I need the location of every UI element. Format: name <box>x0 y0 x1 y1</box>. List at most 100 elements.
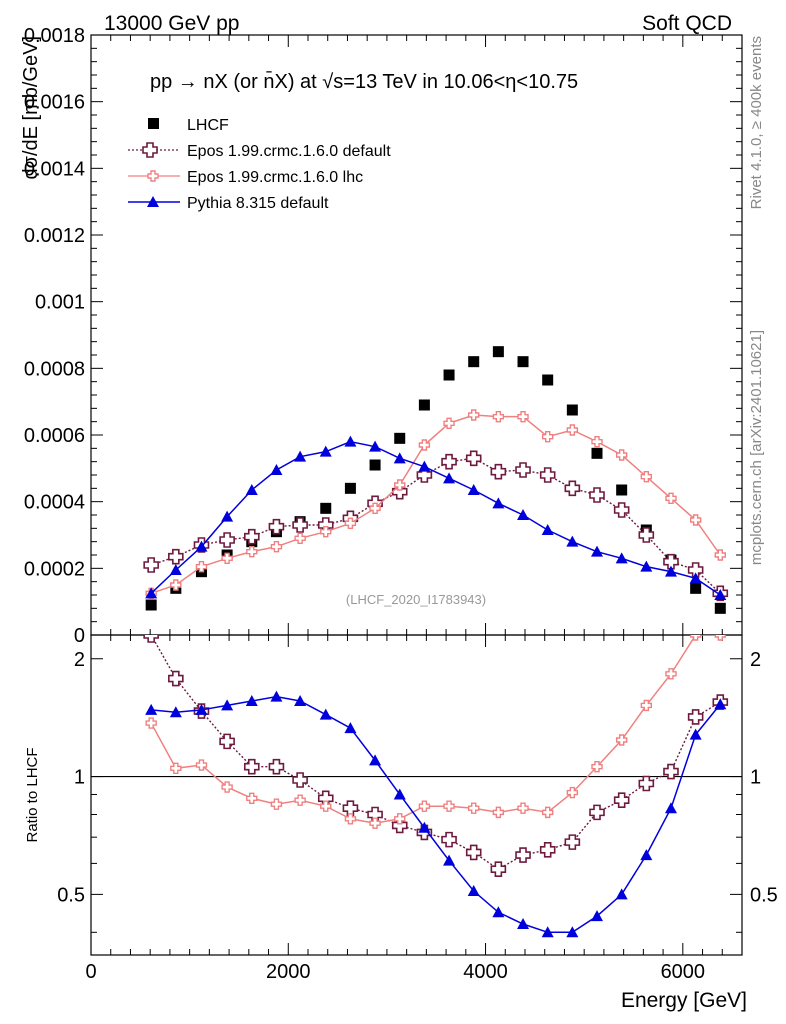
data-point-pythia <box>418 460 431 472</box>
y-tick-label: 0.0012 <box>24 225 85 247</box>
data-point-epos-lhc <box>468 409 480 421</box>
data-point-epos-default <box>613 502 630 518</box>
x-tick-label: 4000 <box>463 961 508 983</box>
y-tick-label: 0.0008 <box>24 358 85 380</box>
ratio-point-epos-lhc <box>369 817 381 829</box>
category-label: Soft QCD <box>642 12 732 35</box>
data-point-epos-default <box>663 553 679 570</box>
data-point-epos-lhc <box>714 549 726 561</box>
ratio-point-epos-lhc <box>344 813 357 825</box>
data-point-lhcf <box>468 356 480 368</box>
data-point-epos-lhc <box>344 517 357 530</box>
data-point-pythia <box>221 510 234 522</box>
data-point-epos-lhc <box>369 502 381 515</box>
ratio-point-epos-lhc <box>640 699 653 712</box>
data-point-epos-lhc <box>195 560 208 573</box>
data-point-lhcf <box>394 432 406 444</box>
ratio-point-epos-lhc <box>246 792 258 804</box>
data-point-epos-default <box>687 562 704 578</box>
ratio-point-epos-lhc <box>170 762 182 774</box>
ratio-point-epos-lhc <box>294 794 306 806</box>
data-point-epos-lhc <box>294 532 306 545</box>
data-point-epos-lhc <box>566 424 579 436</box>
y-tick-label: 0 <box>74 625 85 647</box>
legend-label-epos-lhc: Epos 1.99.crmc.1.6.0 lhc <box>187 169 363 186</box>
data-point-epos-lhc <box>270 540 283 553</box>
ratio-tick-labels: 0.5 0.5 1 1 2 2 <box>57 649 778 907</box>
ratio-point-pythia <box>492 906 505 918</box>
ratio-point-pythia <box>591 910 604 922</box>
data-point-epos-default <box>490 463 507 480</box>
ratio-point-pythia <box>294 694 307 706</box>
data-point-pythia <box>591 545 604 557</box>
data-point-epos-default <box>168 548 184 565</box>
ratio-point-epos-default <box>168 670 184 687</box>
ratio-point-pythia <box>541 926 554 938</box>
ratio-point-epos-default <box>143 635 159 643</box>
ratio-line-epos-lhc <box>150 635 721 824</box>
ratio-point-pythia <box>145 703 158 715</box>
chart-title: pp → nX (or n̄X) at √s=13 TeV in 10.06<η… <box>150 70 578 93</box>
ratio-tick-label: 2 <box>74 649 85 671</box>
data-point-pythia <box>169 564 182 575</box>
ratio-point-pythia <box>615 888 628 900</box>
ratio-point-pythia <box>245 694 258 706</box>
ratio-point-epos-default <box>268 758 285 775</box>
data-point-epos-default <box>416 467 433 483</box>
main-series <box>143 346 729 614</box>
ratio-point-pythia <box>517 918 530 930</box>
ratio-plot-frame <box>90 634 743 956</box>
ratio-point-epos-lhc <box>541 806 554 819</box>
ratio-point-pythia <box>443 854 456 866</box>
ratio-tick-label: 1 <box>74 767 85 789</box>
y-tick-label: 0.0016 <box>24 92 85 114</box>
x-tick-label: 0 <box>85 961 96 983</box>
data-point-pythia <box>467 484 480 495</box>
ratio-line-pythia <box>151 695 721 934</box>
data-point-lhcf <box>492 346 504 358</box>
ratio-line-epos-default <box>150 635 721 870</box>
ratio-point-epos-default <box>441 831 457 848</box>
ratio-point-epos-default <box>638 775 655 792</box>
data-point-lhcf <box>616 484 628 496</box>
data-point-epos-default <box>515 462 531 478</box>
data-point-pythia <box>492 497 505 509</box>
data-point-epos-default <box>292 517 308 533</box>
ratio-point-epos-lhc <box>270 798 283 810</box>
x-axis-label: Energy [GeV] <box>621 989 747 1012</box>
ratio-point-epos-lhc <box>443 800 455 812</box>
legend-label-lhcf: LHCF <box>187 117 229 134</box>
x-tick-labels: 0 2000 4000 6000 <box>85 961 705 983</box>
ratio-point-epos-default <box>465 844 482 861</box>
data-point-epos-default <box>465 450 482 467</box>
ratio-point-epos-default <box>564 834 581 850</box>
legend-label-pythia: Pythia 8.315 default <box>187 195 329 212</box>
x-tick-label: 6000 <box>661 961 706 983</box>
series-line-pythia <box>150 440 721 596</box>
data-point-epos-default <box>243 528 260 545</box>
ratio-point-epos-default <box>391 817 408 834</box>
data-point-lhcf <box>320 502 332 514</box>
ratio-point-epos-default <box>243 758 260 775</box>
ratio-point-epos-default <box>219 733 235 750</box>
ratio-point-epos-default <box>292 772 308 788</box>
ratio-point-epos-default <box>515 847 531 863</box>
data-point-pythia <box>195 540 208 552</box>
analysis-watermark: (LHCF_2020_I1783943) <box>346 592 486 607</box>
ratio-point-epos-lhc <box>418 800 431 812</box>
data-point-pythia <box>393 452 406 464</box>
data-point-pythia <box>369 440 382 452</box>
axis-ticks <box>90 34 743 955</box>
data-point-lhcf <box>443 369 455 381</box>
ratio-point-pythia <box>689 728 702 740</box>
ratio-tick-label-right: 1 <box>750 767 761 789</box>
data-point-epos-lhc <box>615 449 628 461</box>
ratio-point-epos-lhc <box>320 800 332 812</box>
ratio-point-pythia <box>566 926 579 938</box>
ratio-point-epos-lhc <box>221 781 233 793</box>
data-point-epos-lhc <box>443 417 455 430</box>
data-point-pythia <box>344 435 357 447</box>
data-point-lhcf <box>542 374 554 386</box>
ratio-point-pythia <box>714 698 727 710</box>
ratio-point-epos-default <box>490 861 507 877</box>
